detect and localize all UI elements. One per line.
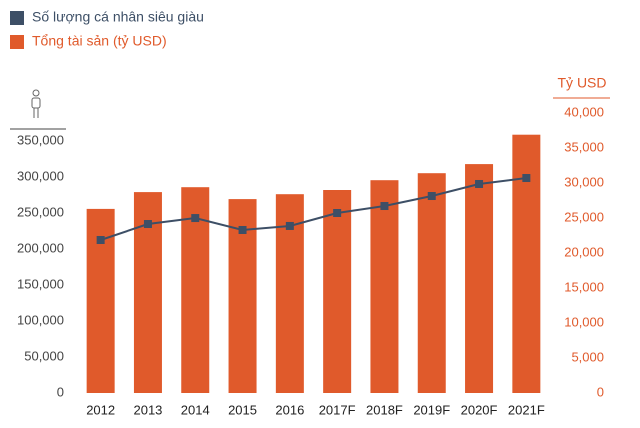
marker [475,179,484,188]
x-tick-label: 2017F [319,402,356,417]
y2-tick-label: 5,000 [571,349,604,364]
x-tick-label: 2012 [86,402,115,417]
y-tick-label: 350,000 [17,132,64,147]
marker [96,236,105,244]
marker [238,225,247,234]
person-icon [31,89,41,118]
y-tick-label: 200,000 [17,240,64,255]
x-tick-label: 2015 [228,402,257,417]
y2-tick-label: 15,000 [564,279,604,294]
x-tick-label: 2018F [366,402,403,417]
marker [191,214,200,223]
x-tick-label: 2013 [133,402,162,417]
y2-tick-label: 35,000 [564,139,604,154]
y2-tick-label: 25,000 [564,209,604,224]
legend-label: Số lượng cá nhân siêu giàu [32,9,204,25]
y-tick-label: 150,000 [17,276,64,291]
y2-tick-label: 40,000 [564,104,604,119]
bar [417,173,446,393]
bar [370,180,399,393]
marker [333,209,342,217]
y-tick-label: 50,000 [24,348,64,363]
legend-label: Tổng tài sản (tỷ USD) [32,33,167,49]
x-tick-label: 2019F [413,402,450,417]
bar [512,134,541,393]
y-tick-label: 250,000 [17,204,64,219]
x-tick-label: 2020F [461,402,498,417]
y2-axis-label: Tỷ USD [558,75,607,91]
x-tick-label: 2021F [508,402,545,417]
y2-tick-label: 20,000 [564,244,604,259]
y-tick-label: 100,000 [17,312,64,327]
bar [323,190,352,393]
marker [522,174,531,183]
line [100,177,527,241]
marker [143,220,152,229]
bar [465,164,494,393]
y2-tick-label: 30,000 [564,174,604,189]
legend-swatch [10,35,24,49]
x-tick-label: 2016 [275,402,304,417]
x-tick-label: 2014 [181,402,210,417]
legend-swatch [10,11,24,25]
y-tick-label: 0 [57,384,64,399]
marker [427,192,436,201]
marker [380,202,389,211]
marker [285,221,294,230]
y2-tick-label: 0 [597,384,604,399]
y-tick-label: 300,000 [17,168,64,183]
y2-tick-label: 10,000 [564,314,604,329]
